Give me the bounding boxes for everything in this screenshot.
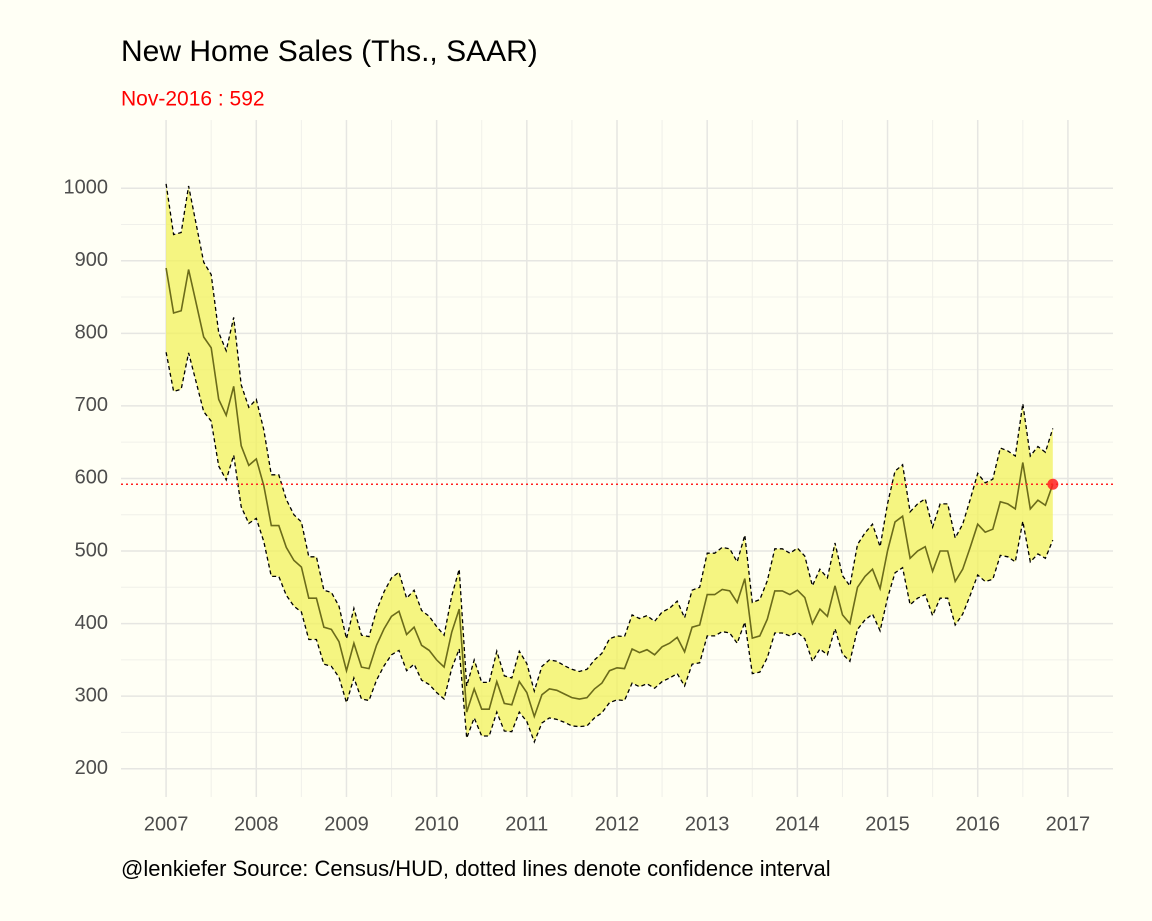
latest-point — [1047, 478, 1059, 490]
plot — [121, 183, 1113, 744]
x-tick-label: 2015 — [865, 813, 910, 835]
y-tick-label: 300 — [75, 684, 108, 706]
x-tick-label: 2016 — [955, 813, 1000, 835]
upper-bound-line — [165, 183, 1054, 694]
x-tick-label: 2014 — [775, 813, 820, 835]
lower-bound-line — [165, 352, 1054, 744]
x-tick-label: 2008 — [234, 813, 279, 835]
x-tick-label: 2010 — [414, 813, 459, 835]
chart-subtitle: Nov-2016 : 592 — [121, 88, 265, 111]
y-tick-label: 800 — [75, 322, 108, 344]
y-tick-label: 1000 — [64, 176, 109, 198]
y-tick-label: 500 — [75, 539, 108, 561]
x-tick-label: 2007 — [144, 813, 189, 835]
y-tick-label: 900 — [75, 249, 108, 271]
y-tick-label: 400 — [75, 612, 108, 634]
x-tick-label: 2013 — [685, 813, 730, 835]
x-tick-label: 2011 — [505, 813, 548, 835]
sales-line — [165, 267, 1054, 720]
x-tick-label: 2009 — [324, 813, 369, 835]
x-tick-label: 2012 — [595, 813, 640, 835]
caption: @lenkiefer Source: Census/HUD, dotted li… — [121, 856, 831, 881]
y-tick-label: 200 — [75, 757, 108, 779]
y-tick-label: 600 — [75, 467, 108, 489]
y-tick-label: 700 — [75, 394, 108, 416]
chart-title: New Home Sales (Ths., SAAR) — [121, 35, 538, 68]
x-tick-label: 2017 — [1046, 813, 1091, 835]
